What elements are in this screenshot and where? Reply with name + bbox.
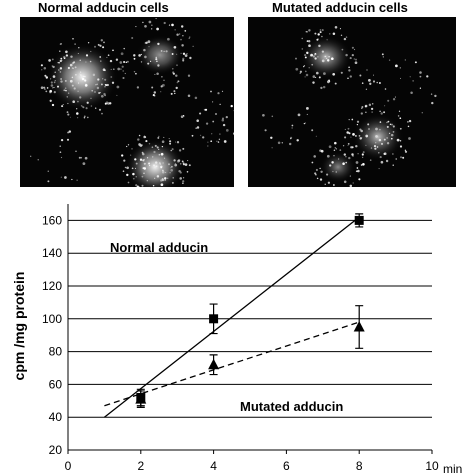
left-panel-title: Normal adducin cells: [38, 0, 169, 15]
y-tick-label: 60: [49, 377, 63, 391]
y-tick-label: 80: [49, 345, 63, 359]
legend-mutated-adducin: Mutated adducin: [240, 399, 343, 414]
x-tick-label: 2: [137, 459, 144, 473]
y-tick-label: 160: [42, 213, 62, 227]
mutated-adducin-data-point: [208, 358, 220, 370]
y-tick-label: 20: [49, 443, 63, 457]
y-tick-label: 120: [42, 279, 62, 293]
mutated-adducin-data-point: [353, 321, 365, 332]
normal-adducin-fit-line: [103, 216, 360, 418]
normal-adducin-data-point: [354, 215, 364, 225]
x-tick-label: 10: [425, 459, 439, 473]
y-tick-label: 100: [42, 312, 62, 326]
legend-normal-adducin: Normal adducin: [110, 240, 208, 255]
y-axis-label: cpm /mg protein: [11, 272, 27, 381]
x-tick-label: 6: [283, 459, 290, 473]
y-tick-label: 40: [49, 410, 63, 424]
x-unit-label: min: [443, 462, 462, 476]
y-tick-label: 140: [42, 246, 62, 260]
x-tick-label: 4: [210, 459, 217, 473]
mutated-adducin-data-point: [135, 393, 147, 404]
mutated-adducin-micrograph: [248, 17, 456, 187]
uptake-chart: 20 40 60 80 100 120 140 160 0 2 4 6 8 10 cpm /mg prot…: [11, 204, 462, 476]
x-tick-label: 0: [65, 459, 72, 473]
right-panel-title: Mutated adducin cells: [272, 0, 408, 15]
normal-adducin-data-point: [209, 314, 219, 324]
mutated-adducin-fit-line: [104, 321, 360, 407]
normal-adducin-micrograph: [20, 17, 234, 187]
x-tick-label: 8: [356, 459, 363, 473]
